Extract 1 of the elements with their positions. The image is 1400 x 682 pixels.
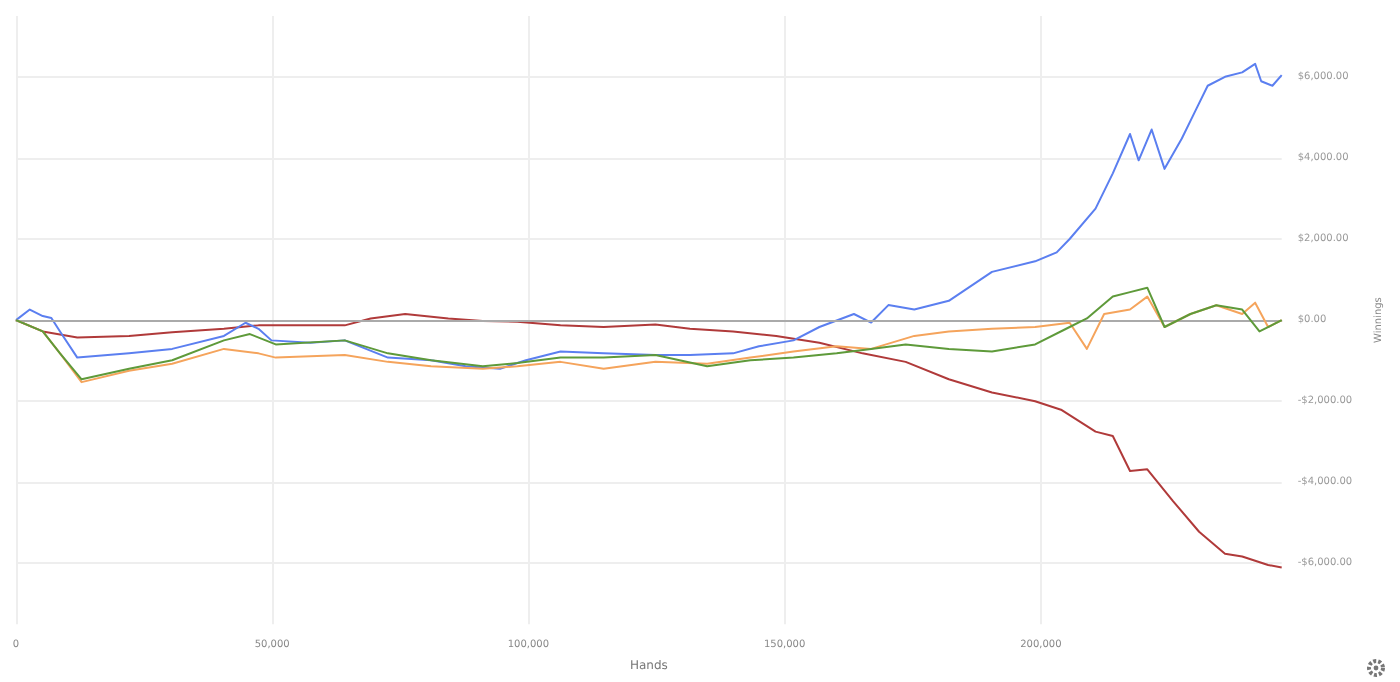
line-series — [15, 62, 1283, 370]
